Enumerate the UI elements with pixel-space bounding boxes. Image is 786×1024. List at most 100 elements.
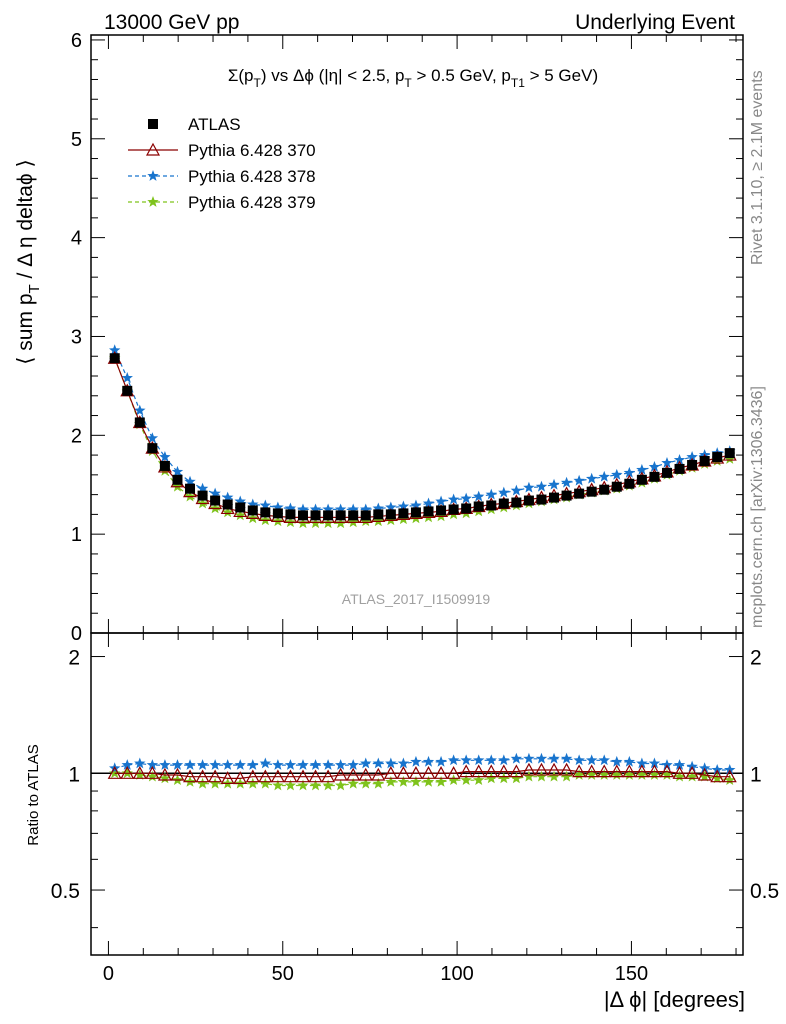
- data-point: [484, 764, 499, 778]
- data-point: [724, 774, 736, 786]
- data-point: [385, 775, 397, 787]
- data-point: [170, 767, 185, 781]
- data-point: [259, 514, 272, 526]
- data-point: [297, 503, 309, 515]
- data-point: [196, 497, 209, 509]
- data-point: [724, 453, 736, 464]
- data-point: [410, 775, 422, 787]
- data-point: [383, 766, 398, 779]
- data-point: [385, 757, 397, 769]
- data-point: [572, 764, 587, 778]
- data-point: [535, 770, 548, 782]
- data-point: [196, 482, 209, 494]
- data-point: [322, 779, 334, 791]
- data-point: [109, 353, 120, 364]
- data-point: [471, 764, 486, 778]
- data-point: [422, 497, 435, 509]
- data-point: [146, 432, 159, 444]
- legend-item: Pythia 6.428 379: [128, 193, 316, 212]
- data-point: [609, 764, 624, 778]
- data-point: [447, 774, 460, 786]
- data-point: [611, 481, 622, 492]
- data-point: [661, 467, 672, 478]
- data-point: [661, 768, 673, 780]
- energy-label: 13000 GeV pp: [104, 11, 239, 34]
- data-point: [549, 492, 560, 503]
- data-point: [184, 475, 196, 487]
- data-point: [460, 492, 472, 504]
- data-point: [284, 502, 297, 514]
- legend-label: Pythia 6.428 378: [188, 167, 316, 186]
- main-plot-panel: 0 1 2 3 4 5 6 Σ(pT) vs Δϕ (|η| < 2.5, pT > 0.5…: [14, 30, 744, 645]
- data-point: [209, 487, 221, 499]
- data-point: [397, 775, 410, 787]
- data-point: [611, 468, 623, 480]
- data-point: [297, 779, 309, 791]
- data-point: [711, 772, 723, 784]
- data-point: [185, 483, 196, 494]
- data-point: [245, 769, 260, 783]
- plot-title: Σ(pT) vs Δϕ (|η| < 2.5, pT > 0.5 GeV, pT…: [228, 66, 598, 90]
- data-point: [685, 766, 700, 779]
- y-tick-label: 5: [71, 129, 82, 151]
- data-point: [422, 755, 435, 767]
- data-point: [322, 503, 334, 515]
- data-point: [259, 777, 272, 789]
- data-point: [659, 764, 675, 778]
- data-point: [222, 499, 233, 510]
- data-point: [548, 752, 560, 764]
- data-point: [159, 759, 171, 770]
- data-point: [573, 474, 585, 486]
- main-y-tick-labels: 0 1 2 3 4 5 6: [71, 30, 82, 645]
- data-point: [673, 454, 686, 465]
- data-point: [297, 759, 309, 770]
- data-point: [334, 759, 347, 770]
- data-point: [624, 478, 635, 489]
- data-point: [121, 759, 133, 770]
- process-label: Underlying Event: [575, 11, 735, 34]
- data-point: [157, 767, 172, 781]
- data-point: [385, 509, 396, 520]
- data-point: [134, 757, 146, 769]
- data-point: [335, 510, 346, 521]
- data-point: [498, 498, 509, 509]
- data-point: [421, 766, 436, 779]
- data-point: [536, 494, 547, 505]
- series-pythia-6-428-378: [109, 752, 736, 775]
- data-point: [209, 777, 221, 789]
- data-point: [648, 768, 661, 780]
- data-point: [132, 766, 147, 779]
- data-point: [347, 777, 359, 789]
- data-point: [698, 770, 711, 782]
- y-tick-label: 3: [71, 326, 82, 348]
- data-point: [234, 495, 246, 507]
- data-point: [385, 514, 397, 526]
- data-point: [259, 499, 272, 511]
- ratio-y-tick-label-right: 0.5: [750, 880, 779, 903]
- data-point: [623, 466, 636, 478]
- data-point: [323, 510, 334, 521]
- data-point: [171, 480, 184, 492]
- data-point: [272, 759, 284, 770]
- data-point: [372, 515, 384, 527]
- ratio-y-tick-label: 0.5: [51, 880, 80, 903]
- data-point: [573, 754, 585, 766]
- data-point: [247, 498, 259, 510]
- data-point: [121, 371, 133, 383]
- data-point: [510, 752, 523, 764]
- data-point: [284, 516, 297, 528]
- data-point: [107, 766, 122, 779]
- data-point: [309, 503, 322, 515]
- data-point: [436, 505, 447, 516]
- data-point: [648, 460, 661, 472]
- data-point: [360, 510, 371, 521]
- x-tick-label: 150: [615, 963, 648, 985]
- data-point: [560, 752, 573, 764]
- ratio-axis-ticks: [91, 633, 743, 955]
- data-point: [234, 759, 246, 770]
- ratio-y-tick-label-right: 2: [750, 647, 762, 670]
- data-point: [485, 772, 497, 784]
- data-point: [210, 495, 221, 506]
- data-point: [434, 766, 449, 779]
- data-point: [184, 490, 196, 502]
